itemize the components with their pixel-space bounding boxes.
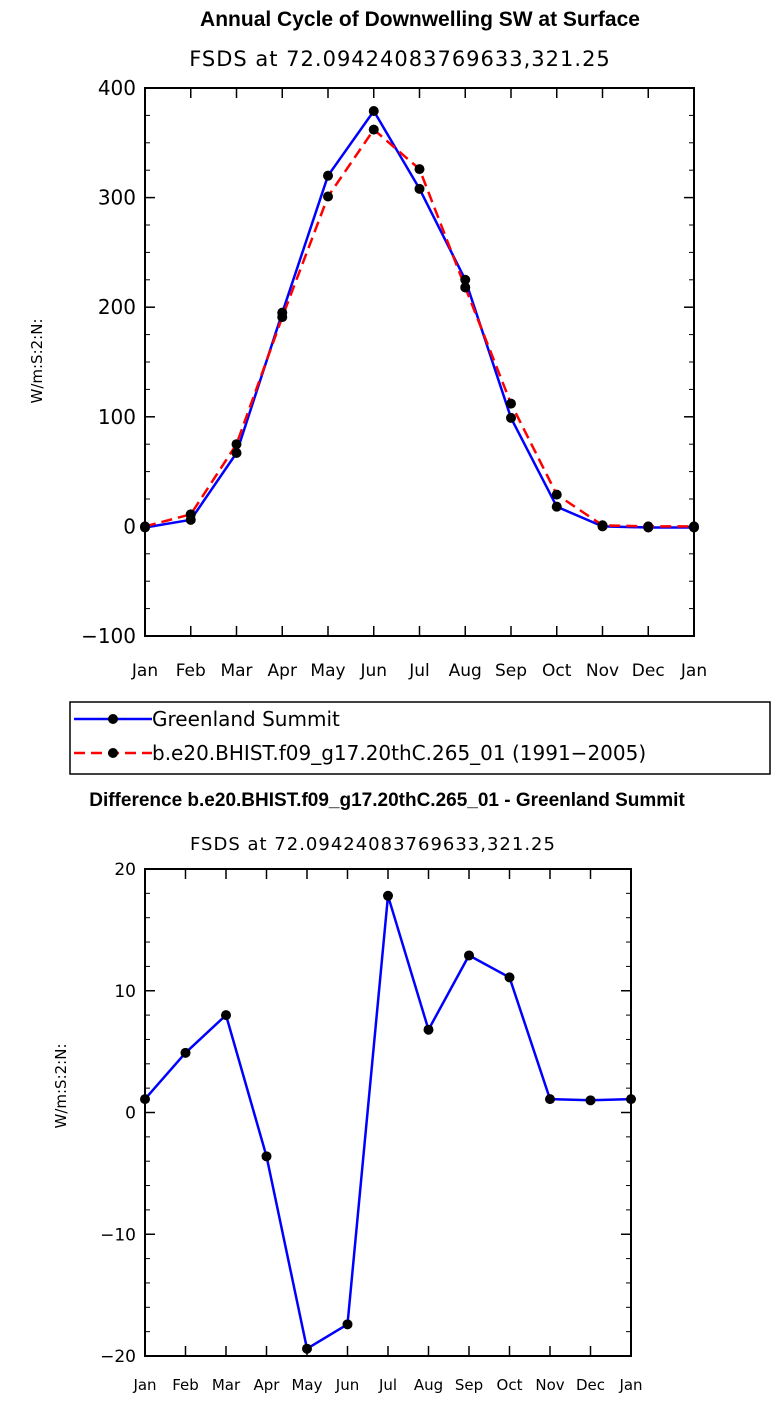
chart-2-series-1-point bbox=[140, 1094, 150, 1105]
chart-1-series-1-point bbox=[323, 170, 333, 181]
chart-1-series-2-point bbox=[597, 520, 608, 531]
chart-1-x-tick-label: Feb bbox=[176, 661, 206, 681]
chart-2-x-tick-label: Sep bbox=[455, 1376, 483, 1394]
chart-2-y-tick-label: 10 bbox=[114, 982, 136, 1002]
chart-1-subtitle: FSDS at 72.09424083769633,321.25 bbox=[189, 47, 611, 71]
chart-2-x-tick-label: Mar bbox=[212, 1376, 241, 1394]
legend: Greenland Summit b.e20.BHIST.f09_g17.20t… bbox=[69, 701, 771, 775]
chart-2-x-tick-label: Feb bbox=[172, 1376, 199, 1394]
chart-1-series-2-point bbox=[323, 191, 333, 202]
chart-2-x-tick-label: Dec bbox=[576, 1376, 605, 1394]
chart-2-y-axis-label: W/m:S:2:N: bbox=[52, 1044, 70, 1129]
chart-1-series-2-point bbox=[140, 521, 150, 532]
chart-2-x-tick-label: Jan bbox=[132, 1376, 156, 1394]
chart-2-series-1-point bbox=[302, 1343, 312, 1354]
chart-1-y-axis-label: W/m:S:2:N: bbox=[28, 319, 46, 404]
chart-2-y-tick-label: −20 bbox=[100, 1347, 136, 1367]
chart-2-x-tick-label: May bbox=[291, 1376, 322, 1394]
chart-1-series-2-point bbox=[506, 398, 516, 409]
chart-1-series-1-point bbox=[506, 412, 516, 423]
chart-1-series-2-point bbox=[231, 439, 242, 450]
chart-1-series-1-point bbox=[368, 106, 379, 117]
chart-2-series-1-point bbox=[383, 890, 393, 901]
chart-2-series-1-point bbox=[585, 1095, 596, 1106]
chart-1-x-tick-label: Mar bbox=[220, 661, 252, 681]
chart-1-series-1-point bbox=[414, 183, 425, 194]
chart-1-y-tick-label: 200 bbox=[98, 295, 136, 319]
chart-1-x-tick-label: Nov bbox=[586, 661, 619, 681]
legend-marker-greenland-summit bbox=[108, 714, 118, 724]
legend-label-model: b.e20.BHIST.f09_g17.20thC.265_01 (1991−2… bbox=[152, 741, 646, 765]
legend-box bbox=[69, 701, 771, 775]
chart-1-y-tick-label: 400 bbox=[98, 76, 136, 100]
chart-1-x-tick-label: Jul bbox=[408, 661, 430, 681]
chart-1-x-tick-label: Dec bbox=[632, 661, 665, 681]
chart-1-y-tick-label: 0 bbox=[123, 514, 136, 538]
chart-1-series-2-point bbox=[460, 282, 471, 293]
chart-2-series-1-point bbox=[261, 1151, 272, 1162]
chart-1-y-tick-label: 300 bbox=[98, 186, 136, 210]
chart-2-x-tick-label: Apr bbox=[254, 1376, 281, 1394]
legend-marker-model bbox=[108, 748, 118, 758]
chart-1-y-tick-label: 100 bbox=[98, 405, 136, 429]
chart-1-series-2-point bbox=[643, 521, 654, 532]
chart-2-y-tick-label: −10 bbox=[100, 1225, 136, 1245]
chart-1-x-tick-label: Aug bbox=[449, 661, 482, 681]
chart-2-x-tick-label: Jun bbox=[335, 1376, 359, 1394]
legend-label-greenland-summit: Greenland Summit bbox=[152, 707, 340, 731]
chart-1-series-2-point bbox=[414, 164, 425, 175]
chart-2-x-tick-label: Jul bbox=[378, 1376, 397, 1394]
chart-2-series-1-point bbox=[626, 1094, 636, 1105]
chart-2-series-1-point bbox=[423, 1024, 434, 1035]
chart-1: Annual Cycle of Downwelling SW at Surfac… bbox=[28, 8, 771, 775]
chart-2-subtitle: FSDS at 72.09424083769633,321.25 bbox=[190, 834, 556, 855]
chart-1-series-2-point bbox=[185, 509, 196, 520]
chart-1-x-tick-label: May bbox=[310, 661, 345, 681]
chart-1-series-1-point bbox=[231, 447, 242, 458]
chart-1-x-tick-label: Jan bbox=[131, 661, 158, 681]
chart-1-y-tick-label: −100 bbox=[81, 624, 136, 648]
chart-1-series-1-point bbox=[460, 274, 471, 285]
chart-1-title: Annual Cycle of Downwelling SW at Surfac… bbox=[200, 8, 640, 31]
chart-2-series-1-point bbox=[545, 1094, 555, 1105]
chart-1-series-2-point bbox=[551, 489, 562, 500]
chart-1-x-tick-label: Oct bbox=[542, 661, 572, 681]
chart-2-x-tick-label: Jan bbox=[618, 1376, 642, 1394]
chart-2-y-tick-label: 0 bbox=[125, 1104, 136, 1124]
chart-2-plot-frame bbox=[144, 868, 632, 1357]
chart-1-series-2-point bbox=[277, 312, 288, 323]
chart-1-series-1-point bbox=[551, 501, 562, 512]
chart-1-series-2-point bbox=[689, 521, 699, 532]
chart-2-x-tick-label: Oct bbox=[497, 1376, 523, 1394]
chart-2-series-line-1 bbox=[144, 894, 632, 1350]
chart-2-series-1-point bbox=[464, 950, 474, 961]
chart-1-x-tick-label: Sep bbox=[495, 661, 527, 681]
chart-2-series-1-point bbox=[221, 1010, 231, 1021]
chart-1-series-2-point bbox=[368, 124, 379, 135]
chart-1-x-tick-label: Jun bbox=[359, 661, 387, 681]
chart-2-title: Difference b.e20.BHIST.f09_g17.20thC.265… bbox=[89, 790, 685, 811]
chart-2-x-tick-label: Aug bbox=[414, 1376, 443, 1394]
chart-2-y-tick-label: 20 bbox=[114, 860, 136, 880]
chart-2-series-1-point bbox=[342, 1319, 353, 1330]
chart-1-x-tick-label: Apr bbox=[268, 661, 297, 681]
chart-2-series-1-point bbox=[180, 1047, 191, 1058]
chart-1-x-tick-label: Jan bbox=[680, 661, 707, 681]
chart-2-series-1-point bbox=[504, 972, 515, 983]
chart-2-x-tick-label: Nov bbox=[535, 1376, 564, 1394]
chart-2: Difference b.e20.BHIST.f09_g17.20thC.265… bbox=[52, 790, 685, 1394]
